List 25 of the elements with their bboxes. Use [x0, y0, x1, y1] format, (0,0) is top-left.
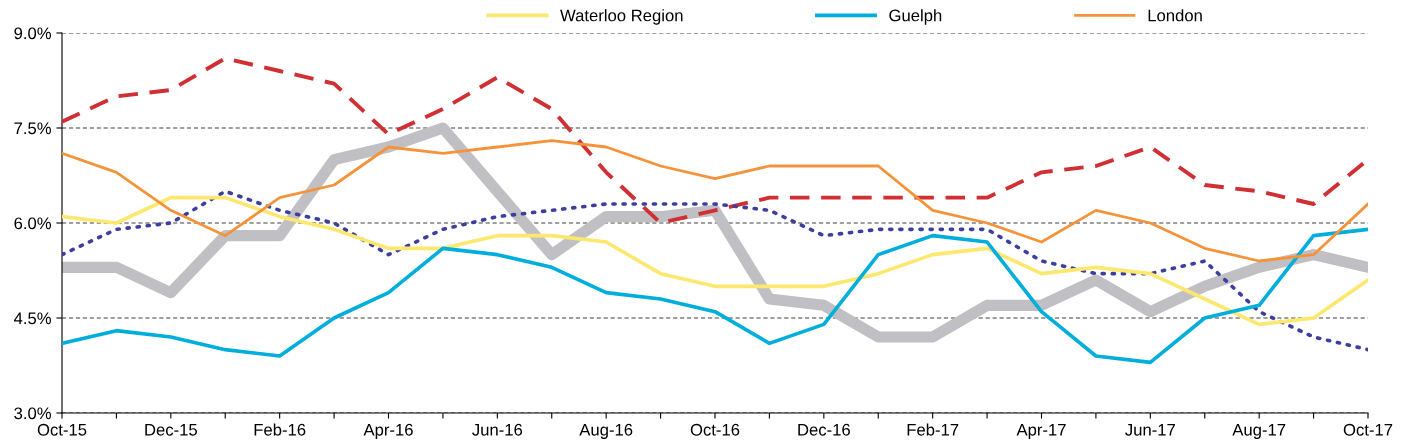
line-series — [62, 195, 1368, 327]
y-tick-label: 6.0% — [14, 217, 51, 230]
x-tick-label: Oct-16 — [690, 423, 740, 436]
x-tick-label: Oct-15 — [37, 423, 87, 436]
x-tick-label: Oct-17 — [1343, 423, 1393, 436]
legend-label: Waterloo Region — [560, 9, 683, 25]
x-tick-label: Aug-17 — [1232, 424, 1286, 439]
x-tick-label: Apr-16 — [363, 423, 413, 439]
legend-label: Guelph — [889, 9, 942, 25]
line-series — [62, 189, 1368, 352]
y-tick-label: 9.0% — [14, 27, 51, 40]
x-tick-label: Feb-16 — [254, 423, 306, 436]
x-tick-label: Jun-17 — [1125, 424, 1175, 436]
x-tick-label: Feb-17 — [907, 423, 959, 436]
y-tick-label: 4.5% — [13, 312, 51, 325]
x-tick-label: Aug-16 — [579, 423, 633, 439]
line-series — [62, 227, 1368, 365]
x-tick-label: Apr-17 — [1016, 424, 1066, 439]
x-tick-label: Dec-16 — [798, 423, 850, 436]
x-tick-label: Jun-16 — [472, 423, 523, 436]
x-tick-label: Dec-15 — [145, 424, 197, 436]
y-tick-label: 7.5% — [14, 122, 51, 135]
legend-label: London — [1148, 9, 1202, 22]
y-tick-label: 3.0% — [14, 407, 51, 420]
line-series — [62, 139, 1368, 263]
